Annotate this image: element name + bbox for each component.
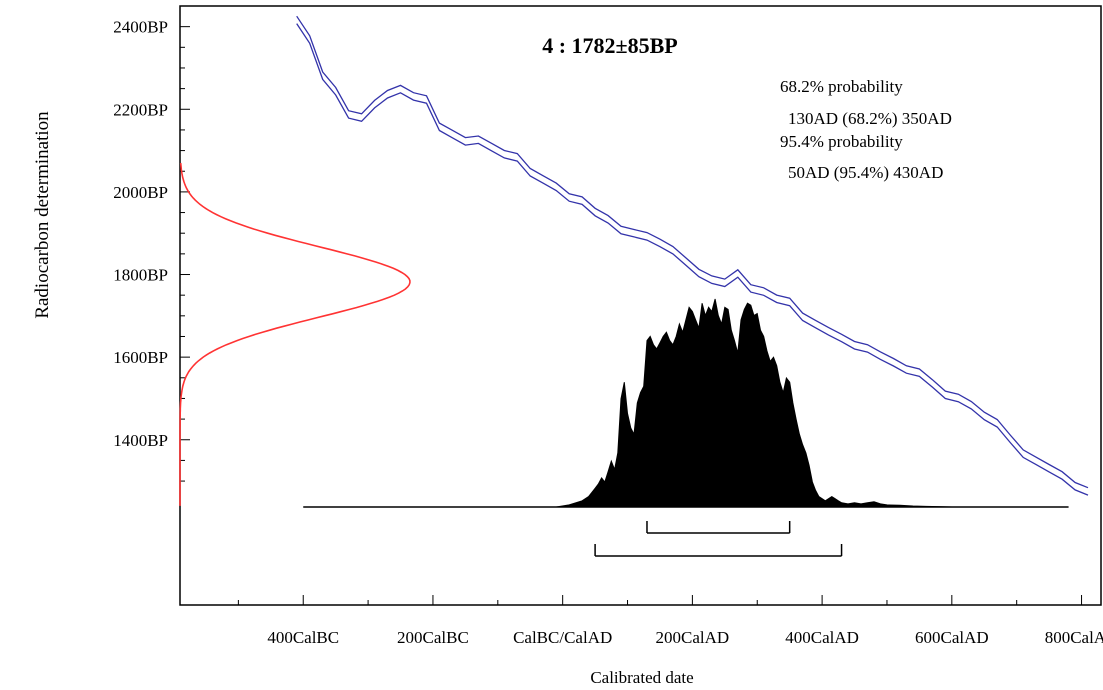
x-tick-label: 400CalAD [785, 628, 859, 647]
y-axis-label: Radiocarbon determination [32, 111, 53, 319]
x-tick-label: 600CalAD [915, 628, 989, 647]
distribution-area [556, 298, 952, 508]
x-tick-label: 800CalAD [1045, 628, 1103, 647]
x-tick-label: 400CalBC [267, 628, 339, 647]
x-tick-label: 200CalAD [656, 628, 730, 647]
probability-range-bars [594, 521, 843, 557]
annotation-2s-heading: 95.4% probability [780, 132, 903, 151]
annotation-2s-range: 50AD (95.4%) 430AD [788, 163, 943, 182]
range-bar-68-2pct [646, 521, 791, 534]
x-axis-ticks: 400CalBC 200CalBC CalBC/CalAD 200CalAD 400Ca… [237, 595, 1103, 647]
calibrated-distribution [303, 298, 1069, 508]
calibration-curve [296, 15, 1089, 496]
y-tick-label: 1800BP [113, 266, 168, 285]
annotation-1s-range: 130AD (68.2%) 350AD [788, 109, 952, 128]
curve-upper-line [296, 15, 1089, 489]
measurement-distribution [179, 162, 411, 506]
x-tick-label: 200CalBC [397, 628, 469, 647]
chart-title: 4 : 1782±85BP [542, 33, 678, 58]
range-bar-95-4pct [594, 544, 843, 557]
x-tick-label: CalBC/CalAD [513, 628, 612, 647]
plot-frame [179, 5, 1102, 606]
annotation-1s-heading: 68.2% probability [780, 77, 903, 96]
curve-lower-line [296, 23, 1089, 496]
y-tick-label: 1600BP [113, 348, 168, 367]
y-axis-ticks: 2400BP 2200BP 2000BP 1800BP 1600BP 1400BP [113, 5, 190, 482]
x-axis-label: Calibrated date [590, 668, 693, 687]
measurement-gaussian-line [179, 162, 411, 506]
y-tick-label: 1400BP [113, 431, 168, 450]
y-tick-label: 2400BP [113, 18, 168, 37]
y-tick-label: 2200BP [113, 100, 168, 119]
y-tick-label: 2000BP [113, 183, 168, 202]
